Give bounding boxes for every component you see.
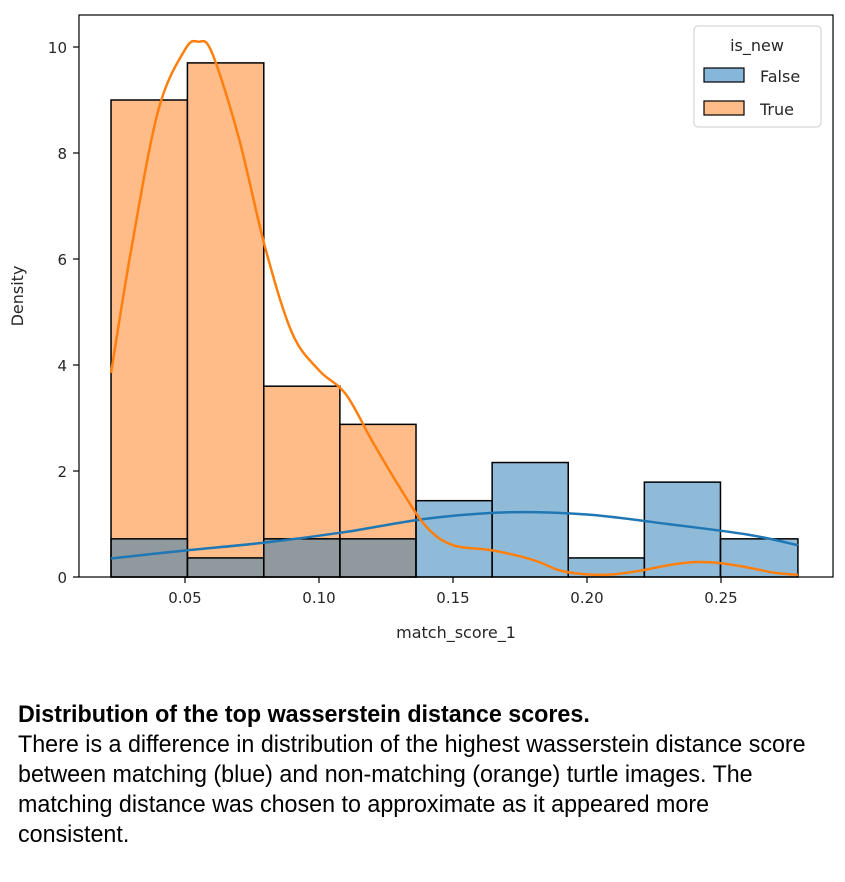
bar-false xyxy=(719,538,799,578)
y-tick-label: 4 xyxy=(57,357,67,375)
y-axis: 0 2 4 6 8 10 xyxy=(48,39,79,587)
kde-line-true xyxy=(109,39,799,577)
bar-true xyxy=(186,62,265,578)
legend-label-true: True xyxy=(759,100,794,119)
caption-title: Distribution of the top wasserstein dist… xyxy=(18,701,590,728)
bar-false xyxy=(186,557,265,578)
bar-false xyxy=(415,499,493,578)
bar-false xyxy=(339,538,417,578)
plot-frame xyxy=(78,14,834,578)
figure-caption: Distribution of the top wasserstein dist… xyxy=(18,700,813,850)
y-tick-label: 6 xyxy=(57,251,67,269)
true-bars xyxy=(110,62,417,578)
bar-true xyxy=(110,99,189,578)
x-tick-label: 0.20 xyxy=(570,589,603,607)
x-axis: 0.05 0.10 0.15 0.20 0.25 xyxy=(168,577,738,607)
caption-body: There is a difference in distribution of… xyxy=(18,731,806,848)
legend: is_new False True xyxy=(693,25,822,128)
histogram-chart: 0.05 0.10 0.15 0.20 0.25 0 2 4 6 8 10 match_score… xyxy=(8,14,834,643)
y-tick-label: 10 xyxy=(48,39,67,57)
y-tick-label: 2 xyxy=(57,463,67,481)
legend-title: is_new xyxy=(730,36,784,56)
x-axis-label: match_score_1 xyxy=(396,623,516,643)
legend-swatch-false xyxy=(703,67,745,83)
kde-line-false xyxy=(110,510,799,560)
y-axis-label: Density xyxy=(8,266,27,327)
y-tick-label: 8 xyxy=(57,145,67,163)
legend-label-false: False xyxy=(760,67,800,86)
x-tick-label: 0.25 xyxy=(704,589,737,607)
y-tick-label: 0 xyxy=(57,569,67,587)
x-tick-label: 0.05 xyxy=(168,589,201,607)
x-tick-label: 0.10 xyxy=(302,589,335,607)
legend-swatch-true xyxy=(703,100,745,116)
x-tick-label: 0.15 xyxy=(436,589,469,607)
kde-lines xyxy=(109,39,799,577)
bar-false xyxy=(263,538,341,578)
